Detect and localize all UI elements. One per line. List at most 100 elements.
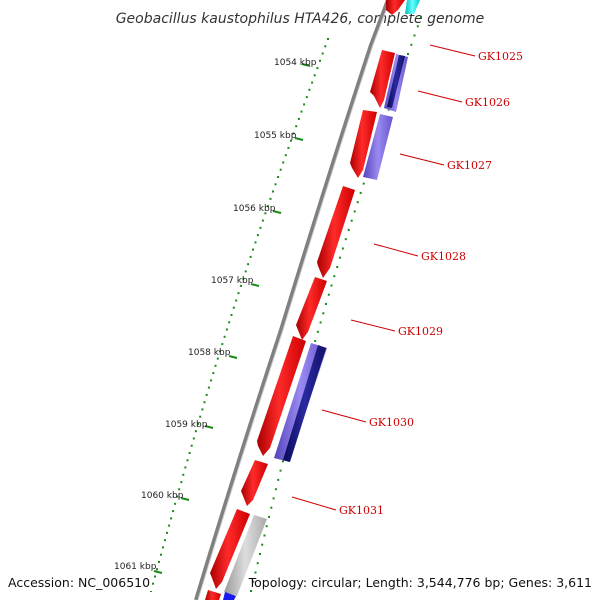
gene-label-gk1025[interactable]: GK1025 [478,50,523,63]
tick-dot [319,321,322,324]
tick-dot [274,183,277,186]
cds-gk1028[interactable] [317,186,355,278]
tick-dot [160,553,162,556]
tick-dot [254,571,257,574]
tick-dot [254,241,257,244]
gene-label-gk1031[interactable]: GK1031 [339,504,384,517]
tick-dot [314,340,317,342]
tick-dot [333,275,336,278]
topology-text: Topology: circular; Length: 3,544,776 bp… [248,575,592,590]
tick-dot [166,531,168,534]
cds-gk1026[interactable] [370,50,395,108]
tick-dot [256,234,259,237]
tick-dot [281,460,284,463]
tick-dot [292,132,295,135]
gene-label-gk1029[interactable]: GK1029 [398,325,443,338]
tick-dot [168,524,171,527]
cds-gk1025[interactable] [386,0,405,15]
tick-dot [327,293,330,296]
cds-reverse-gk1027[interactable] [363,114,393,180]
tick-dot [344,238,347,241]
gene-label-gk1027[interactable]: GK1027 [447,159,492,172]
tick-dot [321,52,324,55]
gene-label-gk1030[interactable]: GK1030 [369,416,414,429]
tick-dot [156,568,158,571]
tick-label: 1058 kbp [188,348,231,358]
tick-dot [330,284,333,287]
tick-dot [264,212,267,215]
tick-dot [162,546,164,549]
tick-dot [266,205,269,208]
tick-dot [325,303,327,305]
tick-dot [207,386,210,389]
tick-dot [230,314,233,316]
tick-dot [256,562,259,565]
tick-dot [350,219,353,222]
cds-reverse-gk1026-alt[interactable] [387,55,405,108]
cds-gk1030[interactable] [257,336,306,456]
tick-dot [263,534,266,537]
tick-dot [387,108,390,111]
tick-dot [300,110,303,113]
cds-gk1031[interactable] [241,460,268,506]
genome-backbone [194,0,390,600]
tick-label: 1056 kbp [233,204,276,214]
tick-dot [154,575,156,578]
cds-gk1033[interactable] [205,590,221,600]
other-feature[interactable] [224,515,267,596]
forward-strand-features [205,0,405,600]
tick-dot [197,422,200,425]
tick-dot [259,553,261,555]
tick-dot [416,25,419,28]
leader-gk1029 [350,319,396,332]
tick-dot [313,74,316,77]
tick-dot [324,45,327,48]
leader-gk1025 [429,44,476,57]
leader-gk1028 [373,243,419,257]
rna-feature[interactable] [405,0,420,14]
reverse-strand-features [223,0,420,600]
cds-reverse-gk1030-alt[interactable] [283,345,326,462]
genome-backbone-highlight [197,0,391,600]
ruler-tick [153,570,163,574]
tick-dot [219,350,221,353]
leader-gk1026 [417,90,463,103]
cds-gk1029[interactable] [296,277,327,340]
tick-dot [232,306,235,309]
tick-dot [180,481,183,484]
tick-label: 1057 kbp [211,276,254,286]
tick-dot [212,372,215,375]
tick-dot [308,88,311,91]
tick-dot [249,255,252,258]
tick-dot [186,459,189,462]
cds-gk1032[interactable] [210,509,250,589]
tick-dot [353,210,356,213]
cds-gk1027[interactable] [350,110,377,178]
tick-dot [190,444,193,447]
tick-dot [252,580,255,583]
tick-dots [150,38,329,592]
gene-label-gk1028[interactable]: GK1028 [421,250,466,263]
tick-dot [327,38,329,40]
tick-dot [225,328,228,331]
tick-dot [164,539,166,542]
tick-dot [270,506,273,509]
label-leaders [291,44,476,511]
leader-gk1030 [321,409,367,423]
tick-dot [413,34,416,37]
tick-dot [170,517,173,520]
tick-dot [223,335,226,338]
tick-dot [336,266,339,268]
map-title: Geobacillus kaustophilus HTA426, complet… [116,11,485,27]
accession-text: Accession: NC_006510 [8,575,150,590]
tick-dot [322,312,325,315]
tick-dot [247,263,250,266]
ruler-tick [272,210,282,214]
tick-dot [237,292,240,295]
tick-dot [265,525,268,528]
tick-dot [184,466,187,469]
cds-reverse-bottom[interactable] [223,592,236,600]
leader-gk1027 [399,153,445,166]
tick-dot [295,125,298,128]
gene-label-gk1026[interactable]: GK1026 [465,96,510,109]
